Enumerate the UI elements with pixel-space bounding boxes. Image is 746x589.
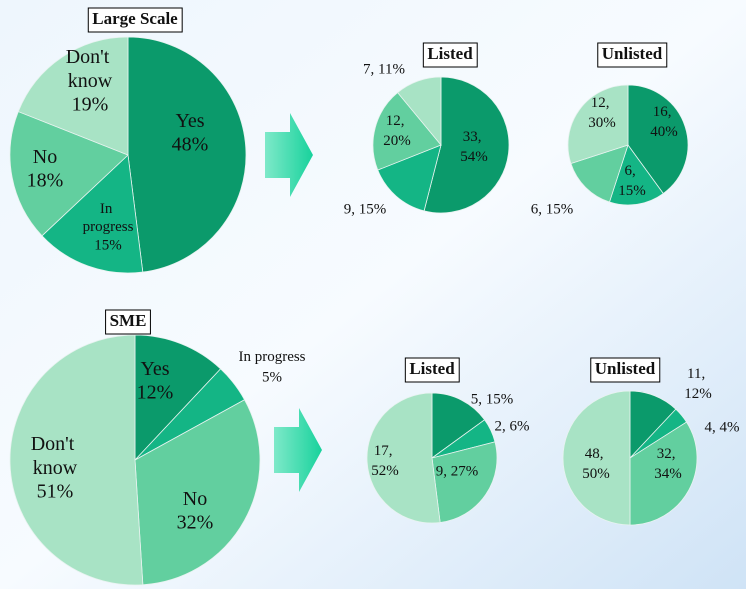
value-label: 2, 6% — [495, 418, 530, 434]
value-label: 48% — [172, 134, 209, 156]
chart-title: Large Scale — [92, 9, 178, 28]
value-label-line: 52% — [371, 463, 399, 479]
category-label-line: No — [183, 488, 207, 510]
value-label-line: 34% — [654, 466, 682, 482]
value-label: 6, 15% — [618, 163, 646, 199]
category-label-line: know — [68, 70, 113, 92]
value-label: 15% — [94, 237, 122, 253]
category-label: No — [183, 488, 207, 510]
chart-title: SME — [110, 311, 147, 330]
pie-slice — [372, 92, 442, 171]
pie-slice — [134, 399, 261, 586]
arrow — [265, 113, 313, 197]
value-label-line: 12, — [591, 95, 614, 111]
category-label-line: No — [33, 146, 57, 168]
value-label: 6, 15% — [531, 201, 574, 217]
value-label: 4, 4% — [705, 419, 740, 435]
value-label: 12, 20% — [383, 113, 411, 149]
value-label: 17, 52% — [371, 443, 399, 479]
value-label: 9, 27% — [436, 463, 479, 479]
value-label: 51% — [37, 481, 74, 503]
value-label-line: 30% — [588, 115, 616, 131]
value-label: 16, 40% — [650, 104, 678, 140]
category-label-line: progress — [83, 219, 134, 235]
category-label: Don't know — [66, 46, 115, 92]
value-label-line: 54% — [460, 149, 488, 165]
pie-slice — [567, 84, 629, 165]
value-label: 7, 11% — [363, 61, 405, 77]
category-label: Yes — [140, 358, 169, 380]
pie-slice — [608, 144, 664, 206]
value-label: 32, 34% — [654, 446, 682, 482]
value-label-line: 33, — [463, 129, 486, 145]
category-label-line: Yes — [175, 110, 204, 132]
category-label: Don't know — [31, 433, 80, 479]
value-label-line: 20% — [383, 133, 411, 149]
value-label-line: 6, — [625, 163, 640, 179]
category-label-line: know — [33, 457, 78, 479]
pie-slice — [431, 441, 498, 523]
category-label: In progress — [238, 349, 305, 365]
value-label: 11, 12% — [684, 366, 712, 402]
category-label-line: In — [100, 201, 116, 217]
value-label-line: 11, — [687, 366, 709, 382]
title-box — [404, 357, 460, 383]
category-label: Yes — [175, 110, 204, 132]
category-label-line: Don't — [31, 433, 80, 455]
category-label: In progress — [83, 201, 134, 235]
value-label-line: 17, — [374, 443, 397, 459]
pie-slice — [17, 36, 129, 156]
chart-title: Unlisted — [595, 359, 656, 378]
value-label-line: 12, — [386, 113, 409, 129]
pie-slice — [629, 421, 698, 526]
chart-title: Listed — [427, 44, 473, 63]
category-label-line: In progress — [238, 349, 305, 365]
value-label: 9, 15% — [344, 201, 387, 217]
value-label-line: 15% — [618, 183, 646, 199]
value-label-line: 16, — [653, 104, 676, 120]
title-box — [422, 42, 478, 68]
value-label: 12% — [137, 382, 174, 404]
title-box — [87, 7, 183, 33]
value-label: 5% — [262, 369, 282, 385]
title-box — [590, 357, 661, 383]
pie-slice — [366, 392, 441, 524]
value-label: 32% — [177, 512, 214, 534]
category-label: No — [33, 146, 57, 168]
value-label: 5, 15% — [471, 391, 514, 407]
arrow — [274, 408, 322, 492]
pie-slice — [9, 111, 129, 237]
value-label: 12, 30% — [588, 95, 616, 131]
pie-slice — [377, 144, 442, 212]
title-box — [105, 309, 151, 335]
pie-slice — [41, 154, 144, 274]
value-label-line: 50% — [582, 466, 610, 482]
pie-slice — [134, 334, 222, 462]
pie-slice — [9, 334, 144, 586]
category-label-line: Don't — [66, 46, 115, 68]
title-box — [597, 42, 668, 68]
pie-slice — [397, 76, 442, 147]
value-label-line: 12% — [684, 386, 712, 402]
pie-slice — [127, 36, 247, 273]
value-label-line: 40% — [650, 124, 678, 140]
value-label: 33, 54% — [460, 129, 488, 165]
value-label: 19% — [72, 94, 109, 116]
pie-slice — [562, 390, 631, 526]
chart-title: Listed — [409, 359, 455, 378]
pie-slice — [431, 392, 486, 459]
pie-slice — [627, 84, 689, 195]
chart-title: Unlisted — [602, 44, 663, 63]
value-label-line: 32, — [657, 446, 680, 462]
value-label: 18% — [27, 170, 64, 192]
category-label-line: Yes — [140, 358, 169, 380]
value-label-line: 48, — [585, 446, 608, 462]
pie-slice — [423, 76, 510, 214]
value-label: 48, 50% — [582, 446, 610, 482]
